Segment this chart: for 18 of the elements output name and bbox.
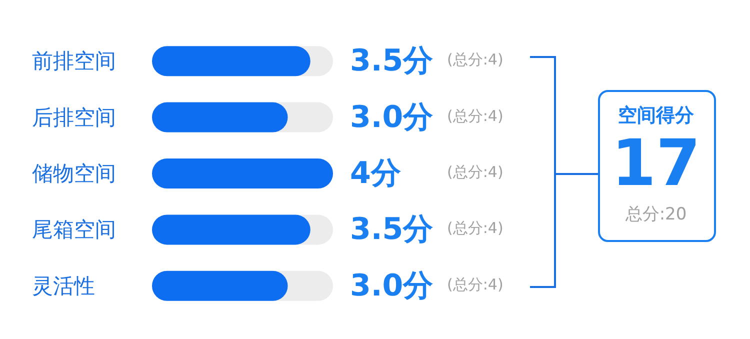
data-label: 3.5分 (350, 212, 434, 248)
text: 17 (611, 127, 701, 201)
text: (总分:4) (447, 275, 504, 294)
y-tick-label: 后排空间 (32, 105, 116, 130)
text: (总分:4) (447, 219, 504, 238)
y-tick-label: 尾箱空间 (32, 218, 116, 242)
data-label: 4分 (350, 156, 401, 191)
data-label: 3.5分 (350, 44, 434, 79)
y-tick-label: 灵活性 (32, 274, 95, 298)
y-tick-label: 前排空间 (32, 49, 116, 74)
text: 总分:20 (624, 204, 687, 224)
text: (总分:4) (447, 163, 504, 181)
y-tick-label: 储物空间 (32, 162, 116, 186)
text: (总分:4) (447, 50, 504, 69)
text: 空间得分 (618, 104, 695, 126)
data-label: 3.0分 (350, 268, 434, 304)
text: (总分:4) (447, 106, 504, 125)
data-label: 3.0分 (350, 100, 434, 135)
